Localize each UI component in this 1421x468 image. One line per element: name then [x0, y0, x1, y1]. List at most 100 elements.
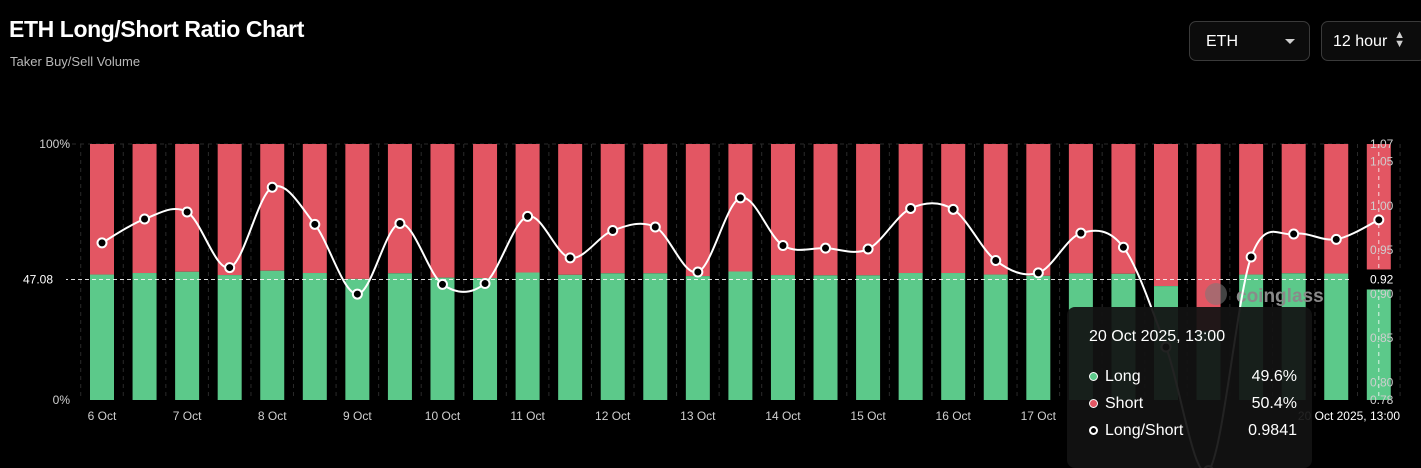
- y2-tick-label: 0.85: [1370, 331, 1394, 345]
- ratio-point: [96, 237, 108, 249]
- symbol-select[interactable]: ETH: [1189, 21, 1310, 61]
- tooltip-row-value: 0.9841: [1248, 422, 1297, 439]
- y2-tick-label: 1.07: [1370, 137, 1394, 151]
- x-tick-label: 11 Oct: [510, 409, 545, 423]
- short-bar: [132, 144, 157, 274]
- ratio-point: [266, 181, 278, 193]
- long-bar: [643, 273, 668, 400]
- long-bar: [941, 273, 966, 400]
- long-bar: [217, 275, 242, 400]
- short-bar: [260, 144, 285, 271]
- ratio-point: [947, 203, 959, 215]
- ratio-point: [692, 266, 704, 278]
- long-bar: [515, 272, 540, 400]
- x-tick-label: 6 Oct: [88, 409, 117, 423]
- x-tick-label: 16 Oct: [936, 409, 972, 423]
- long-bar: [898, 273, 923, 400]
- short-bar: [387, 144, 412, 274]
- interval-select[interactable]: 12 hour ▲ ▼: [1321, 21, 1421, 61]
- y2-tick-label: 1.05: [1370, 155, 1394, 169]
- ratio-point: [905, 202, 917, 214]
- crosshair-time-label-bg: [1318, 404, 1408, 426]
- x-tick-label: 14 Oct: [765, 409, 801, 423]
- ratio-point: [862, 243, 874, 255]
- coinglass-logo-icon: [1205, 283, 1227, 305]
- ratio-point: [734, 192, 746, 204]
- ratio-point: [394, 217, 406, 229]
- short-bar: [430, 144, 455, 278]
- y2-tick-label: 0.95: [1370, 243, 1394, 257]
- watermark-text: coinglass: [1236, 286, 1324, 307]
- ratio-point: [309, 218, 321, 230]
- long-bar: [90, 274, 114, 400]
- x-tick-label: 8 Oct: [258, 409, 287, 423]
- short-bar: [856, 144, 881, 276]
- y2-tick-label: 0.78: [1370, 393, 1394, 407]
- short-bar: [302, 144, 327, 274]
- crosshair-left-label: 47.08: [23, 272, 53, 286]
- short-bar: [983, 144, 1008, 275]
- long-bar: [558, 274, 583, 400]
- x-tick-label: 7 Oct: [173, 409, 202, 423]
- ratio-point: [990, 255, 1002, 267]
- watermark-group: coinglass: [1205, 283, 1324, 307]
- ratio-point: [1245, 251, 1257, 263]
- interval-select-value: 12 hour: [1333, 33, 1388, 50]
- y2-tick-label: 1.00: [1370, 199, 1394, 213]
- x-tick-label: 10 Oct: [425, 409, 461, 423]
- long-bar: [1026, 275, 1051, 400]
- short-bar: [1111, 144, 1136, 274]
- ratio-point: [1288, 228, 1300, 240]
- crosshair-right-label: 0.92: [1370, 272, 1394, 286]
- ratio-dot-icon: [1089, 426, 1098, 435]
- up-down-chevron-icon: ▲ ▼: [1394, 29, 1405, 50]
- long-bar: [600, 273, 625, 400]
- crosshair-left-label-bg: [0, 269, 66, 290]
- tooltip-row-name: Short: [1105, 395, 1144, 412]
- short-bar: [1324, 144, 1349, 274]
- short-bar: [643, 144, 668, 274]
- long-bar: [302, 273, 327, 400]
- chart-axes: 100% 0% 47.08 1.07 1.05 1.00 0.95 0.920.90 0.85 0…: [0, 137, 1408, 426]
- crosshair-right-label-bg: [1356, 269, 1406, 290]
- crosshair-time-label: 20 Oct 2025, 13:00: [1298, 409, 1400, 423]
- ratio-point: [777, 240, 789, 252]
- ratio-point: [607, 225, 619, 237]
- short-bar: [1026, 144, 1051, 276]
- x-tick-label: 13 Oct: [680, 409, 716, 423]
- short-bar: [473, 144, 498, 279]
- short-bar: [1068, 144, 1093, 274]
- ratio-point: [1117, 241, 1129, 253]
- short-bar: [345, 144, 370, 279]
- short-bar: [90, 144, 114, 275]
- short-bar: [600, 144, 625, 274]
- long-bar: [387, 273, 412, 400]
- long-dot-icon: [1089, 372, 1098, 381]
- y-tick-label: 100%: [39, 137, 70, 151]
- ratio-point: [820, 242, 832, 254]
- long-bar: [685, 276, 710, 400]
- x-tick-label: 12 Oct: [595, 409, 631, 423]
- short-bar: [813, 144, 838, 276]
- long-bar: [813, 275, 838, 400]
- symbol-select-value: ETH: [1206, 33, 1238, 50]
- y2-tick-label: 0.80: [1370, 375, 1394, 389]
- tooltip-row-value: 49.6%: [1251, 368, 1297, 385]
- y2-tick-label: 0.90: [1370, 287, 1394, 301]
- x-tick-label: 17 Oct: [1021, 409, 1057, 423]
- watermark-logo-mark: [1205, 283, 1227, 305]
- tooltip-row-name: Long/Short: [1105, 422, 1184, 439]
- chevron-down-icon: [1285, 39, 1295, 44]
- short-bar: [515, 144, 540, 273]
- long-bar: [728, 271, 753, 400]
- tooltip-row-value: 50.4%: [1251, 395, 1297, 412]
- x-tick-label: 9 Oct: [343, 409, 372, 423]
- long-bar: [430, 277, 455, 400]
- page-title: ETH Long/Short Ratio Chart: [9, 16, 304, 42]
- ratio-point: [1330, 233, 1342, 245]
- page-subtitle: Taker Buy/Sell Volume: [10, 54, 141, 69]
- ratio-point: [1373, 214, 1385, 226]
- long-bar: [770, 275, 795, 400]
- long-bar: [856, 275, 881, 400]
